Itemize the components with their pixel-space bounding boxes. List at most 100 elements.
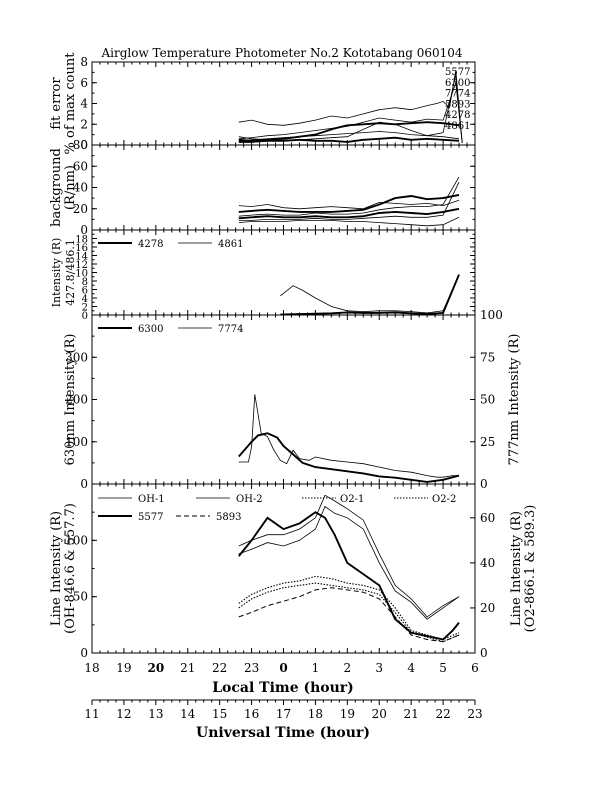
y-axis-label: background [49, 148, 64, 227]
series-line-4861 [238, 131, 460, 142]
y-axis-label: (OH-846.6 & 557.7) [63, 503, 78, 634]
x-tick-label-local: 0 [279, 661, 287, 675]
legend-label-o2-2: O2-2 [432, 494, 456, 505]
inline-series-label: 4278 [445, 110, 470, 121]
y-tick-label: 20 [73, 202, 88, 216]
y-tick-label: 50 [73, 590, 88, 604]
series-line-4861 [238, 216, 460, 227]
y-tick-label: 80 [73, 138, 88, 152]
inline-series-label: 5577 [445, 67, 470, 78]
y2-tick-label: 0 [480, 477, 488, 491]
x-tick-label-local: 5 [439, 661, 447, 675]
y2-tick-label: 40 [480, 556, 495, 570]
y-tick-label: 18 [75, 235, 88, 246]
y2-tick-label: 25 [480, 435, 495, 449]
series-line-4861 [280, 274, 460, 314]
plot-frame [91, 483, 476, 654]
y-tick-label: 6 [80, 76, 88, 90]
y-tick-label: 0 [80, 477, 88, 491]
series-line-oh-2 [238, 494, 460, 618]
x-tick-label-ut: 13 [148, 707, 163, 721]
y-tick-label: 0 [80, 138, 88, 152]
series-line-7774 [238, 394, 459, 478]
x-tick-label-local: 20 [147, 661, 164, 675]
y-tick-label: 4 [82, 294, 88, 305]
y2-tick-label: 100 [480, 308, 503, 322]
series-line-5893 [238, 176, 460, 217]
y-tick-label: 100 [65, 533, 88, 547]
y2-tick-label: 0 [480, 646, 488, 660]
inline-series-label: 6300 [445, 78, 470, 89]
x-tick-label-local: 21 [180, 661, 195, 675]
legend-label-oh-1: OH-1 [138, 494, 165, 505]
inline-series-label: 5893 [445, 99, 470, 110]
y-tick-label: 60 [73, 159, 88, 173]
panel-line-intensity: 0 50 100 0 20 40 60 Line Intensity (R) (OH-846.6… [49, 483, 538, 741]
legend-label-4278: 4278 [138, 239, 163, 250]
series-line-6300 [238, 193, 460, 213]
y-tick-label: 8 [80, 55, 88, 69]
inline-series-label: 7774 [445, 89, 470, 100]
x-tick-label-ut: 15 [212, 707, 227, 721]
x-axis-label-ut: Universal Time (hour) [196, 725, 370, 741]
panel-fit-error: 0 2 4 6 8 fit error% of max count 557763007774… [49, 52, 476, 155]
y-tick-label: 0 [80, 223, 88, 237]
series-line-4278 [238, 136, 460, 143]
legend-label-4861: 4861 [218, 239, 243, 250]
y-tick-label: 10 [75, 269, 88, 280]
legend-label-5577: 5577 [138, 512, 163, 523]
x-tick-label-local: 1 [312, 661, 320, 675]
series-line-7774 [238, 207, 460, 220]
x-tick-label-local: 22 [212, 661, 227, 675]
series-line-5893 [238, 121, 460, 142]
x-tick-label-ut: 22 [435, 707, 450, 721]
x-tick-label-local: 18 [84, 661, 99, 675]
y-tick-label: 16 [75, 243, 88, 254]
y2-axis-label: 777nm Intensity (R) [507, 334, 522, 466]
legend-label-o2-1: O2-1 [340, 494, 364, 505]
x-tick-label-ut: 21 [404, 707, 419, 721]
y-tick-label: 12 [75, 260, 88, 271]
legend-label-6300: 6300 [138, 324, 163, 335]
y-tick-label: 100 [65, 435, 88, 449]
y-axis-label: % of max count [63, 52, 78, 155]
y-axis-label: 427.8/486.1 [64, 239, 77, 306]
y2-tick-label: 60 [480, 511, 495, 525]
y2-tick-label: 50 [480, 393, 495, 407]
series-line-o2-1 [238, 582, 460, 643]
series-line-7774 [238, 82, 463, 143]
x-tick-label-ut: 16 [244, 707, 259, 721]
x-tick-label-ut: 20 [372, 707, 387, 721]
y2-tick-label: 20 [480, 601, 495, 615]
series-line-6300 [238, 74, 463, 143]
y-tick-label: 6 [82, 286, 88, 297]
x-tick-label-ut: 18 [308, 707, 323, 721]
x-tick-label-ut: 11 [84, 707, 99, 721]
plot-frame [91, 314, 476, 485]
panel-background: 0 20 40 60 80 background (R/nm) [49, 138, 476, 237]
y-tick-label: 4 [80, 97, 88, 111]
series-line-5577 [238, 199, 460, 210]
y-tick-label: 8 [82, 277, 88, 288]
x-tick-label-local: 4 [407, 661, 415, 675]
series-line-5577 [238, 70, 463, 143]
y-tick-label: 0 [82, 311, 88, 322]
legend-label-oh-2: OH-2 [236, 494, 263, 505]
y-axis-label: (R/nm) [63, 165, 78, 210]
x-tick-label-ut: 23 [467, 707, 482, 721]
x-tick-label-ut: 14 [180, 707, 196, 721]
x-tick-label-local: 23 [244, 661, 259, 675]
y-tick-label: 200 [65, 393, 88, 407]
series-line-6300 [238, 432, 460, 483]
x-tick-label-ut: 12 [116, 707, 131, 721]
y-axis-label: Intensity (R) [50, 238, 63, 308]
series-line-4278 [280, 274, 460, 315]
y2-axis-label: (O2-866.1 & 589.3) [523, 505, 538, 633]
y2-axis-label: Line Intensity (R) [509, 511, 524, 626]
x-tick-label-local: 2 [344, 661, 352, 675]
x-tick-label-local: 19 [116, 661, 131, 675]
x-tick-label-ut: 17 [276, 707, 291, 721]
